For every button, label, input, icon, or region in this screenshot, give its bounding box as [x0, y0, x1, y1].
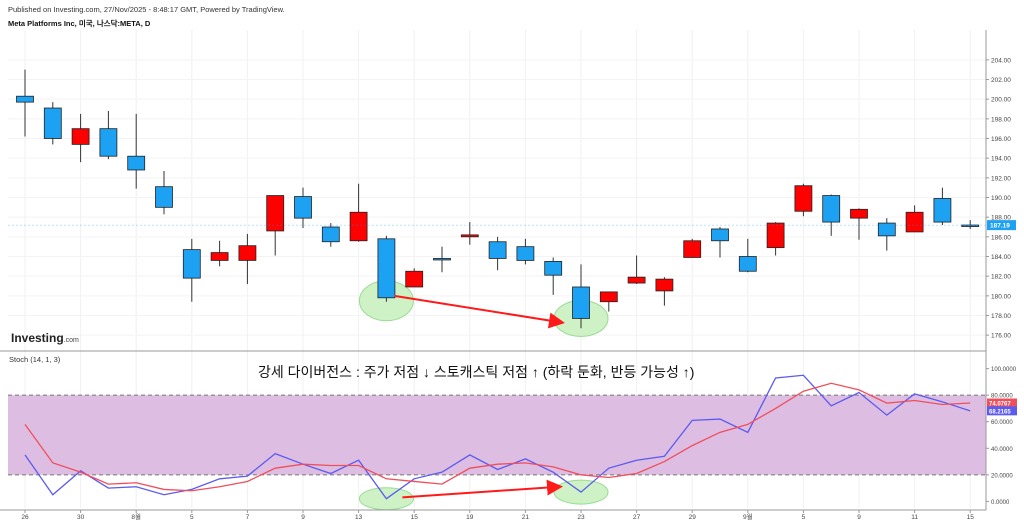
investing-logo: Investing.com	[11, 331, 79, 345]
price-axis-label: 192.00	[991, 175, 1011, 182]
candle-down	[99, 128, 118, 157]
price-axis-label: 184.00	[991, 254, 1011, 261]
x-axis-label: 9	[857, 514, 861, 521]
stoch-axis-label: 20.0000	[991, 473, 1013, 479]
price-axis-label: 176.00	[991, 333, 1011, 340]
price-axis-label: 190.00	[991, 195, 1011, 202]
price-axis-label: 186.00	[991, 234, 1011, 241]
x-axis-label: 23	[577, 514, 585, 521]
stoch-d-tag-label: 74.0767	[989, 402, 1011, 408]
x-axis-label: 30	[77, 514, 85, 521]
candle-up	[71, 128, 90, 145]
candle-up	[905, 211, 924, 233]
x-axis-label: 5	[190, 514, 194, 521]
candle-down	[544, 261, 563, 276]
stoch-axis-label: 80.0000	[991, 394, 1013, 400]
x-axis-label: 11	[911, 514, 918, 521]
price-axis-label: 196.00	[991, 136, 1011, 143]
stoch-axis-label: 40.0000	[991, 447, 1013, 453]
candle-up	[405, 270, 424, 288]
stoch-band-layer	[8, 394, 986, 476]
x-axis-label: 29	[689, 514, 697, 521]
stoch-d-line	[24, 382, 971, 492]
price-axis-label: 202.00	[991, 77, 1011, 84]
candle-down	[711, 228, 729, 242]
candle-down	[43, 107, 62, 139]
price-axis-label: 194.00	[991, 156, 1011, 163]
candle-down	[516, 246, 535, 261]
candle-up	[794, 185, 813, 212]
candle-up	[349, 211, 368, 242]
candle-up	[210, 252, 229, 261]
symbol-title: Meta Platforms Inc, 미국, 나스닥:META, D	[8, 19, 151, 28]
published-caption: Published on Investing.com, 27/Nov/2025 …	[8, 5, 285, 14]
oversold-overbought-band	[8, 395, 986, 475]
stoch-indicator-label: Stoch (14, 1, 3)	[9, 355, 61, 364]
candle-down	[738, 256, 757, 272]
price-axis-label: 204.00	[991, 57, 1011, 64]
candle-down	[377, 238, 396, 299]
stoch-axis-label: 100.0000	[991, 367, 1017, 373]
candle-up	[266, 195, 285, 232]
candle-down	[961, 224, 980, 227]
divergence-annotation: 강세 다이버전스 : 주가 저점 ↓ 스토캐스틱 저점 ↑ (하락 둔화, 반등…	[258, 364, 695, 380]
logo-suffix: .com	[63, 337, 79, 344]
candle-down	[433, 258, 451, 261]
candle-up	[655, 278, 674, 292]
candle-up	[627, 276, 646, 284]
candle-up	[850, 208, 868, 219]
x-axis-label: 15	[967, 514, 975, 521]
candle-up	[599, 291, 618, 303]
axis-layer: 176.00 178.00 180.00 182.00 184.00 186.00 188.…	[0, 30, 1017, 521]
candle-down	[16, 95, 34, 103]
candle-up	[460, 234, 479, 238]
price-axis-label: 182.00	[991, 274, 1011, 281]
x-axis-label: 9월	[743, 512, 753, 521]
candle-down	[822, 195, 841, 223]
candle-up	[238, 245, 257, 261]
stoch-d-tag	[987, 398, 1017, 408]
x-axis-label: 5	[802, 514, 806, 521]
x-axis-label: 13	[355, 514, 363, 521]
price-axis-label: 178.00	[991, 313, 1011, 320]
stoch-k-tag	[987, 406, 1017, 416]
last-price-label: 187.19	[990, 223, 1010, 230]
candle-up	[766, 222, 785, 249]
candle-down	[933, 198, 952, 223]
price-axis-label: 198.00	[991, 116, 1011, 123]
logo-brand: Investing	[11, 331, 64, 345]
arrow-layer	[394, 294, 565, 499]
price-axis-label: 180.00	[991, 293, 1011, 300]
candle-down	[877, 222, 896, 237]
candle-up	[683, 240, 702, 258]
x-axis-label: 7	[246, 514, 250, 521]
candle-layer	[16, 69, 980, 329]
price-axis-label: 200.00	[991, 97, 1011, 104]
last-price-tag	[987, 220, 1016, 231]
candle-down	[182, 249, 201, 279]
x-axis-label: 8월	[131, 512, 141, 521]
x-axis-label: 19	[466, 514, 474, 521]
stoch-axis-label: 0.0000	[991, 500, 1010, 506]
x-axis-label: 21	[522, 514, 530, 521]
candle-down	[294, 196, 312, 219]
stoch-k-tag-label: 68.2165	[989, 409, 1011, 415]
stoch-axis-label: 60.0000	[991, 420, 1013, 426]
x-axis-label: 9	[301, 514, 305, 521]
x-axis-label: 27	[633, 514, 641, 521]
candle-down	[155, 186, 173, 208]
stoch-layer	[24, 374, 971, 500]
stoch-k-line	[24, 374, 971, 500]
candle-down	[488, 241, 507, 259]
x-axis-label: 15	[411, 514, 419, 521]
candle-down	[572, 286, 590, 319]
candle-down	[127, 155, 146, 171]
price-axis-label: 188.00	[991, 215, 1011, 222]
stoch-higher-low-arrow	[402, 479, 563, 499]
price-lower-low-arrow	[394, 294, 565, 329]
x-axis-label: 26	[21, 514, 29, 521]
candle-down	[321, 226, 340, 243]
